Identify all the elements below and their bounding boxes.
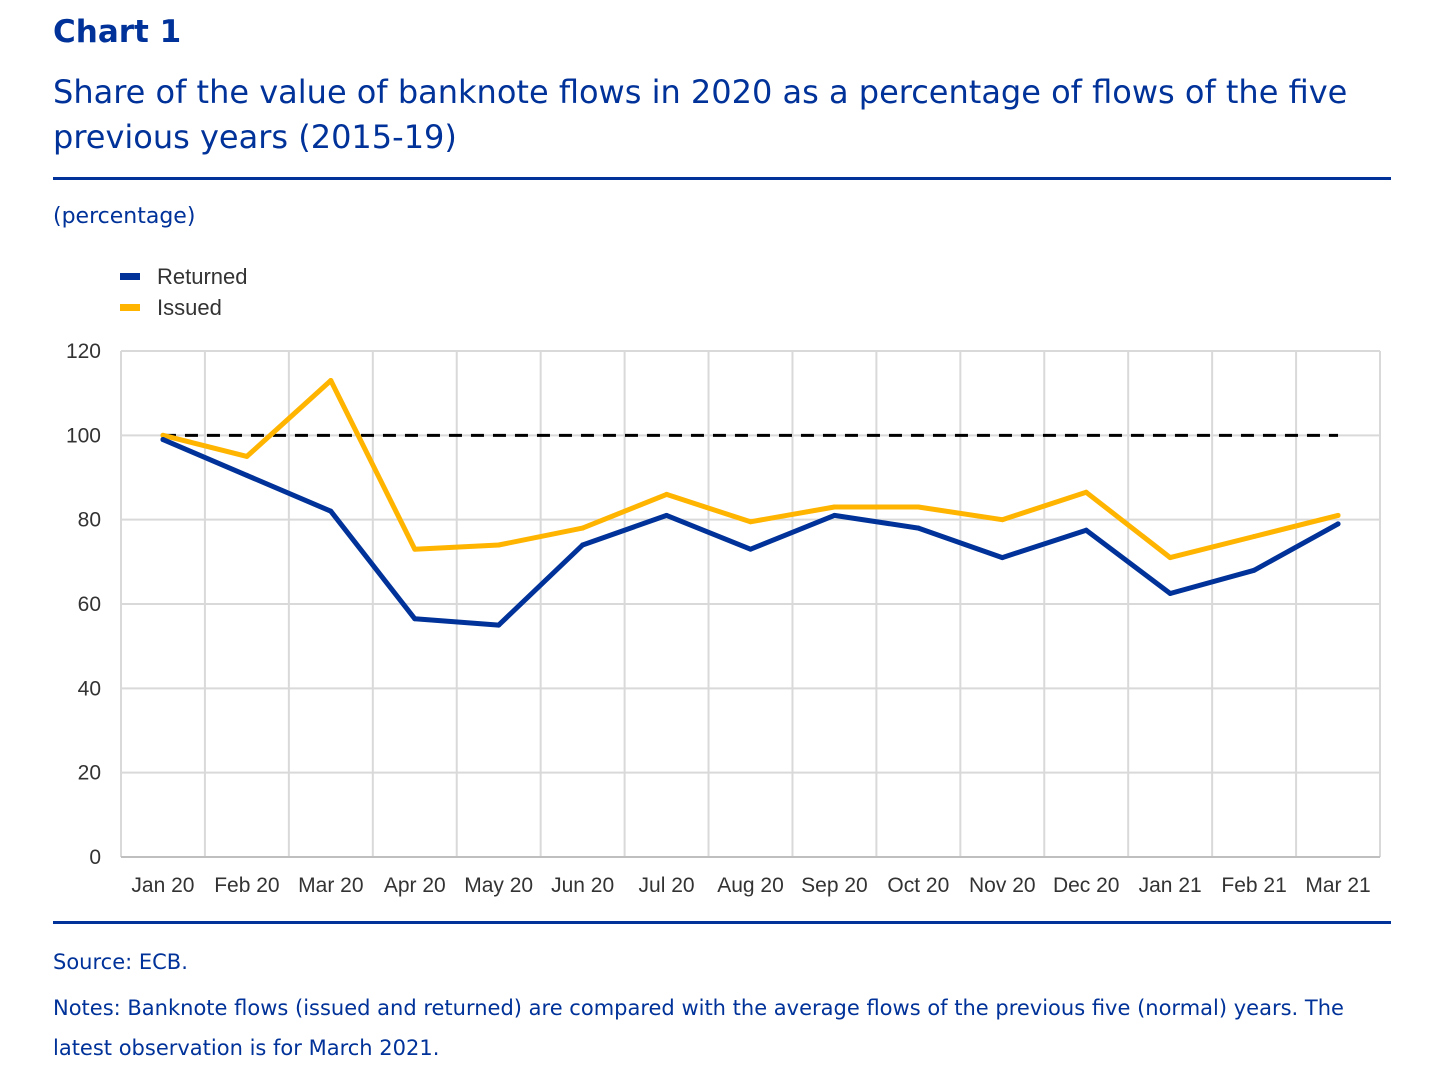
data-point-returned-4 [496,622,502,628]
unit-label: (percentage) [53,204,196,229]
series-line-returned [160,437,1341,628]
data-point-returned-6 [664,512,670,518]
y-tick-label-60: 60 [78,593,101,616]
notes-text: Notes: Banknote flows (issued and return… [53,996,1344,1060]
x-tick-label-3: Apr 20 [384,874,446,897]
data-point-returned-0 [160,437,166,443]
bottom-divider [53,921,1391,924]
data-point-issued-7 [748,519,753,525]
line-chart: 0 20 40 60 80 100 120 Jan 20 Feb 20 Mar 20 Apr 20 M… [66,340,1381,897]
x-tick-label-9: Oct 20 [887,874,949,897]
legend-item-returned: Returned [120,261,248,292]
x-tick-label-13: Feb 21 [1221,874,1286,897]
data-point-issued-13 [1251,534,1257,540]
x-tick-label-8: Sep 20 [801,874,868,897]
legend-swatch-returned [120,273,140,280]
data-point-issued-3 [412,546,418,552]
top-divider [53,177,1391,180]
x-tick-label-11: Dec 20 [1053,874,1120,897]
data-point-issued-14 [1335,512,1341,518]
data-point-issued-9 [915,504,921,510]
data-point-returned-11 [1083,527,1089,533]
legend-label-returned: Returned [157,263,248,289]
x-tick-label-0: Jan 20 [131,874,194,897]
data-point-returned-3 [412,616,418,622]
y-tick-label-0: 0 [89,846,101,869]
data-point-issued-11 [1083,489,1089,495]
legend-swatch-issued [120,304,140,311]
data-point-returned-2 [328,508,334,514]
series-line-issued [160,378,1341,561]
data-point-returned-10 [999,555,1005,561]
data-point-issued-4 [496,542,502,548]
data-point-issued-8 [831,504,837,510]
data-point-returned-13 [1251,567,1257,573]
x-tick-label-2: Mar 20 [298,874,363,897]
x-tick-label-7: Aug 20 [717,874,784,897]
data-point-returned-14 [1335,521,1341,527]
y-tick-label-100: 100 [66,424,101,447]
legend-label-issued: Issued [157,294,222,320]
data-point-issued-12 [1167,555,1173,561]
y-tick-label-20: 20 [78,762,101,785]
data-point-issued-5 [580,525,586,531]
data-point-returned-1 [244,472,250,478]
data-point-returned-9 [915,525,921,531]
data-point-returned-7 [748,546,753,552]
x-tick-label-14: Mar 21 [1305,874,1370,897]
legend: Returned Issued [120,261,248,323]
y-tick-label-80: 80 [78,509,101,532]
x-tick-label-12: Jan 21 [1139,874,1202,897]
chart-title: Share of the value of banknote flows in … [53,73,1348,156]
source-note: Source: ECB. [53,950,188,974]
y-tick-label-40: 40 [78,677,101,700]
chart-label: Chart 1 [53,14,182,50]
data-point-issued-0 [160,432,166,438]
data-point-issued-1 [244,453,250,459]
x-tick-label-10: Nov 20 [969,874,1036,897]
y-tick-label-120: 120 [66,340,101,363]
data-point-returned-8 [831,512,837,518]
legend-item-issued: Issued [120,292,248,323]
data-point-returned-12 [1167,590,1173,596]
data-point-issued-10 [999,517,1005,523]
x-tick-label-6: Jul 20 [639,874,695,897]
x-tick-label-1: Feb 20 [214,874,279,897]
data-point-issued-2 [328,378,334,384]
x-tick-label-4: May 20 [464,874,533,897]
data-point-issued-6 [664,491,670,497]
x-tick-label-5: Jun 20 [551,874,614,897]
data-point-returned-5 [580,542,586,548]
